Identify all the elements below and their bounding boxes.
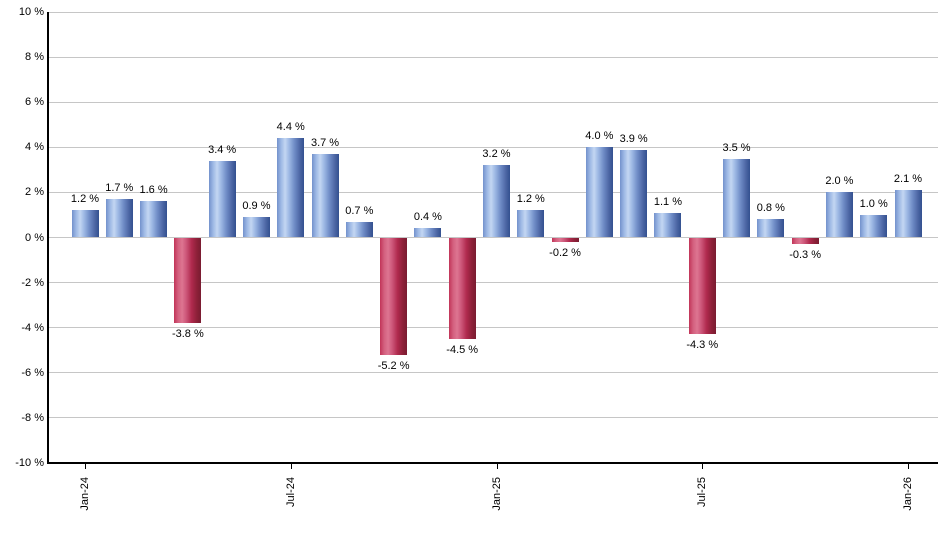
y-gridline <box>48 372 938 374</box>
bar-value-label: 3.4 % <box>208 143 237 156</box>
y-axis-tick-label: -8 % <box>21 411 44 424</box>
y-gridline <box>48 56 938 58</box>
bar-value-label: 0.7 % <box>345 204 374 217</box>
y-gridline <box>48 237 938 238</box>
bar-positive <box>620 149 648 238</box>
bar-positive <box>723 158 751 238</box>
x-axis-tick <box>85 463 86 469</box>
bar-value-label: -3.8 % <box>171 328 204 341</box>
bar-value-label: 1.2 % <box>70 193 100 206</box>
bar-value-label: 1.1 % <box>653 195 683 208</box>
bar-positive <box>517 210 545 238</box>
x-axis-tick-label: Jul-25 <box>696 477 709 507</box>
y-axis-tick-label: 8 % <box>25 51 44 64</box>
x-axis-tick <box>908 463 909 469</box>
bar-positive <box>825 192 853 238</box>
x-axis-tick-label: Jan-24 <box>79 477 91 511</box>
bar-positive <box>71 210 99 238</box>
bar-negative <box>791 237 819 245</box>
bar-value-label: -5.2 % <box>377 359 410 372</box>
bar-positive <box>860 214 888 238</box>
bar-value-label: 0.9 % <box>242 200 271 213</box>
y-axis-tick-label: -2 % <box>21 276 44 289</box>
bar-negative <box>380 237 408 355</box>
bar-value-label: 0.4 % <box>413 211 442 224</box>
y-gridline <box>48 11 938 13</box>
bar-positive <box>757 219 785 238</box>
y-gridline <box>48 282 938 284</box>
y-axis-tick-label: 4 % <box>25 141 44 154</box>
y-axis <box>47 12 49 464</box>
y-axis-tick-label: 2 % <box>25 186 44 199</box>
bar-value-label: 3.2 % <box>482 148 511 161</box>
y-gridline <box>48 417 938 419</box>
bar-value-label: 3.7 % <box>310 137 340 150</box>
y-axis-tick-label: -10 % <box>15 457 44 469</box>
bar-negative <box>448 237 476 339</box>
y-axis-tick-label: 10 % <box>18 6 44 18</box>
y-axis-tick-label: -6 % <box>21 366 44 379</box>
bar-value-label: 2.1 % <box>893 173 923 186</box>
bar-value-label: -0.2 % <box>549 247 581 259</box>
bar-negative <box>551 237 579 242</box>
bar-value-label: 4.0 % <box>585 130 614 143</box>
bar-value-label: 1.6 % <box>139 184 168 197</box>
bar-value-label: 0.8 % <box>756 202 785 215</box>
bar-positive <box>242 217 270 238</box>
bar-positive <box>585 147 613 238</box>
bar-negative <box>688 237 716 335</box>
bar-value-label: -4.5 % <box>446 343 479 356</box>
bar-positive <box>105 199 133 238</box>
bar-positive <box>414 228 442 238</box>
bar-positive <box>483 165 510 238</box>
bar-value-label: 1.2 % <box>516 193 545 206</box>
x-axis-tick <box>496 463 498 469</box>
bar-positive <box>140 201 168 238</box>
x-axis-tick-label: Jul-24 <box>284 477 297 507</box>
bar-positive <box>277 138 305 238</box>
bar-value-label: 3.9 % <box>619 132 648 145</box>
y-axis-tick-label: -4 % <box>21 321 44 334</box>
bar-value-label: 1.7 % <box>105 182 134 195</box>
x-axis-tick-label: Jan-25 <box>490 477 503 511</box>
bar-value-label: 1.0 % <box>859 197 888 210</box>
bar-positive <box>654 212 682 238</box>
bar-positive <box>311 154 339 238</box>
x-axis-tick <box>702 463 704 469</box>
bar-value-label: 4.4 % <box>276 121 305 134</box>
x-axis <box>47 462 938 464</box>
y-gridline <box>48 101 938 103</box>
bar-positive <box>345 221 373 238</box>
bar-value-label: -4.3 % <box>686 339 719 352</box>
x-axis-tick-label: Jan-26 <box>902 477 914 511</box>
bar-positive <box>208 160 236 238</box>
bar-negative <box>174 237 202 324</box>
y-gridline <box>48 146 938 148</box>
bar-value-label: 2.0 % <box>825 175 854 188</box>
y-axis-tick-label: 0 % <box>25 231 44 244</box>
x-axis-tick <box>290 463 292 469</box>
bar-value-label: 3.5 % <box>722 141 751 154</box>
bar-positive <box>894 190 922 238</box>
y-gridline <box>48 327 938 329</box>
y-axis-tick-label: 6 % <box>25 96 44 109</box>
bar-value-label: -0.3 % <box>789 249 822 262</box>
